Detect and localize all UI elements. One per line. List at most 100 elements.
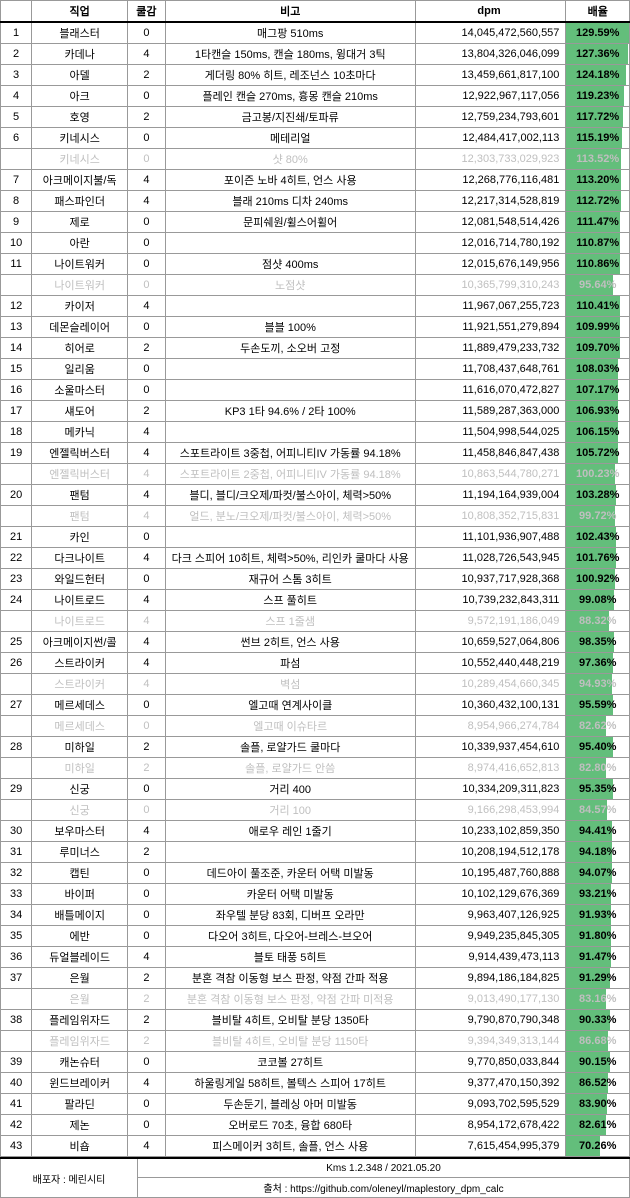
dpm-val: 9,394,349,313,144 [415, 1031, 566, 1052]
dpm-val: 9,963,407,126,925 [415, 905, 566, 926]
cool-val: 0 [128, 233, 166, 254]
rate-cell: 95.64% [566, 275, 630, 296]
job-name: 엔젤릭버스터 [32, 464, 128, 485]
rate-cell: 119.23% [566, 86, 630, 107]
cool-val: 4 [128, 191, 166, 212]
row-num: 7 [1, 170, 32, 191]
row-num: 30 [1, 821, 32, 842]
dpm-val: 9,790,870,790,348 [415, 1010, 566, 1031]
dpm-val: 10,659,527,064,806 [415, 632, 566, 653]
dpm-val: 10,937,717,928,368 [415, 569, 566, 590]
table-row: 플레임위자드2블비탈 4히트, 오비탈 분당 1150타9,394,349,31… [1, 1031, 630, 1052]
note [165, 296, 415, 317]
rate-cell: 93.21% [566, 884, 630, 905]
rate-cell: 108.03% [566, 359, 630, 380]
dpm-val: 10,365,799,310,243 [415, 275, 566, 296]
table-row: 40윈드브레이커4하울링게일 58히트, 볼텍스 스피어 17히트9,377,4… [1, 1073, 630, 1094]
table-row: 신궁0거리 1009,166,298,453,99484.57% [1, 800, 630, 821]
cool-val: 0 [128, 863, 166, 884]
note: 좌우텔 분당 83회, 디버프 오라만 [165, 905, 415, 926]
cool-val: 2 [128, 989, 166, 1010]
cool-val: 0 [128, 86, 166, 107]
table-row: 27메르세데스0엘고때 연계사이클10,360,432,100,13195.59… [1, 695, 630, 716]
row-num: 2 [1, 44, 32, 65]
rate-cell: 88.32% [566, 611, 630, 632]
note: 엘고때 이슈타르 [165, 716, 415, 737]
note-header: 비고 [165, 1, 415, 23]
rate-cell: 83.16% [566, 989, 630, 1010]
row-num: 23 [1, 569, 32, 590]
row-num: 39 [1, 1052, 32, 1073]
note: 거리 100 [165, 800, 415, 821]
rate-cell: 100.23% [566, 464, 630, 485]
rate-header: 배율 [566, 1, 630, 23]
job-name: 일리움 [32, 359, 128, 380]
dpm-val: 12,484,417,002,113 [415, 128, 566, 149]
note: 파섬 [165, 653, 415, 674]
table-row: 팬텀4얼드, 분노/크오제/파컷/불스아이, 체력>50%10,808,352,… [1, 506, 630, 527]
note: 썬브 2히트, 언스 사용 [165, 632, 415, 653]
job-name: 아크메이지썬/콜 [32, 632, 128, 653]
rate-val: 129.59% [576, 27, 619, 39]
rate-val: 84.57% [579, 804, 616, 816]
row-num [1, 464, 32, 485]
dpm-val: 9,894,186,184,825 [415, 968, 566, 989]
row-num [1, 611, 32, 632]
row-num [1, 716, 32, 737]
row-num [1, 989, 32, 1010]
row-num: 22 [1, 548, 32, 569]
job-name: 에반 [32, 926, 128, 947]
job-name: 와일드헌터 [32, 569, 128, 590]
job-name: 키네시스 [32, 149, 128, 170]
note: 스포트라이트 3중첩, 어피니티IV 가동률 94.18% [165, 443, 415, 464]
note: 솔플, 로얄가드 쿨마다 [165, 737, 415, 758]
row-num: 38 [1, 1010, 32, 1031]
job-name: 캡틴 [32, 863, 128, 884]
row-num: 5 [1, 107, 32, 128]
table-row: 16소울마스터011,616,070,472,827107.17% [1, 380, 630, 401]
rate-cell: 83.90% [566, 1094, 630, 1115]
cool-val: 0 [128, 569, 166, 590]
job-name: 카인 [32, 527, 128, 548]
rate-val: 70.26% [579, 1140, 616, 1152]
rate-cell: 110.41% [566, 296, 630, 317]
cool-val: 0 [128, 128, 166, 149]
dpm-table: 직업 쿨감 비고 dpm 배율 1블래스터0매그팡 510ms14,045,47… [0, 0, 630, 1157]
job-name: 호영 [32, 107, 128, 128]
cool-val: 4 [128, 653, 166, 674]
note: 메테리얼 [165, 128, 415, 149]
note: 블블 100% [165, 317, 415, 338]
dpm-val: 10,339,937,454,610 [415, 737, 566, 758]
rate-cell: 101.76% [566, 548, 630, 569]
rate-val: 91.29% [579, 972, 616, 984]
job-name: 듀얼블레이드 [32, 947, 128, 968]
job-name: 스트라이커 [32, 653, 128, 674]
rate-val: 124.18% [576, 69, 619, 81]
rate-val: 100.23% [576, 468, 619, 480]
rate-val: 90.15% [579, 1056, 616, 1068]
cool-val: 4 [128, 443, 166, 464]
row-num: 8 [1, 191, 32, 212]
rate-cell: 91.93% [566, 905, 630, 926]
note: 거리 400 [165, 779, 415, 800]
job-name: 패스파인더 [32, 191, 128, 212]
cool-val: 0 [128, 212, 166, 233]
job-name: 아크메이지불/독 [32, 170, 128, 191]
note: 포이즌 노바 4히트, 언스 사용 [165, 170, 415, 191]
note: 점샷 400ms [165, 254, 415, 275]
cool-val: 0 [128, 926, 166, 947]
job-name: 다크나이트 [32, 548, 128, 569]
note: 얼드, 분노/크오제/파컷/불스아이, 체력>50% [165, 506, 415, 527]
row-num [1, 758, 32, 779]
dpm-val: 12,759,234,793,601 [415, 107, 566, 128]
note: 블비탈 4히트, 오비탈 분당 1350타 [165, 1010, 415, 1031]
job-name: 키네시스 [32, 128, 128, 149]
dpm-val: 9,093,702,595,529 [415, 1094, 566, 1115]
note: 블토 태풍 5히트 [165, 947, 415, 968]
row-num: 18 [1, 422, 32, 443]
note: 카운터 어택 미발동 [165, 884, 415, 905]
dpm-val: 13,804,326,046,099 [415, 44, 566, 65]
rate-val: 91.93% [579, 909, 616, 921]
row-num: 14 [1, 338, 32, 359]
cool-val: 0 [128, 695, 166, 716]
